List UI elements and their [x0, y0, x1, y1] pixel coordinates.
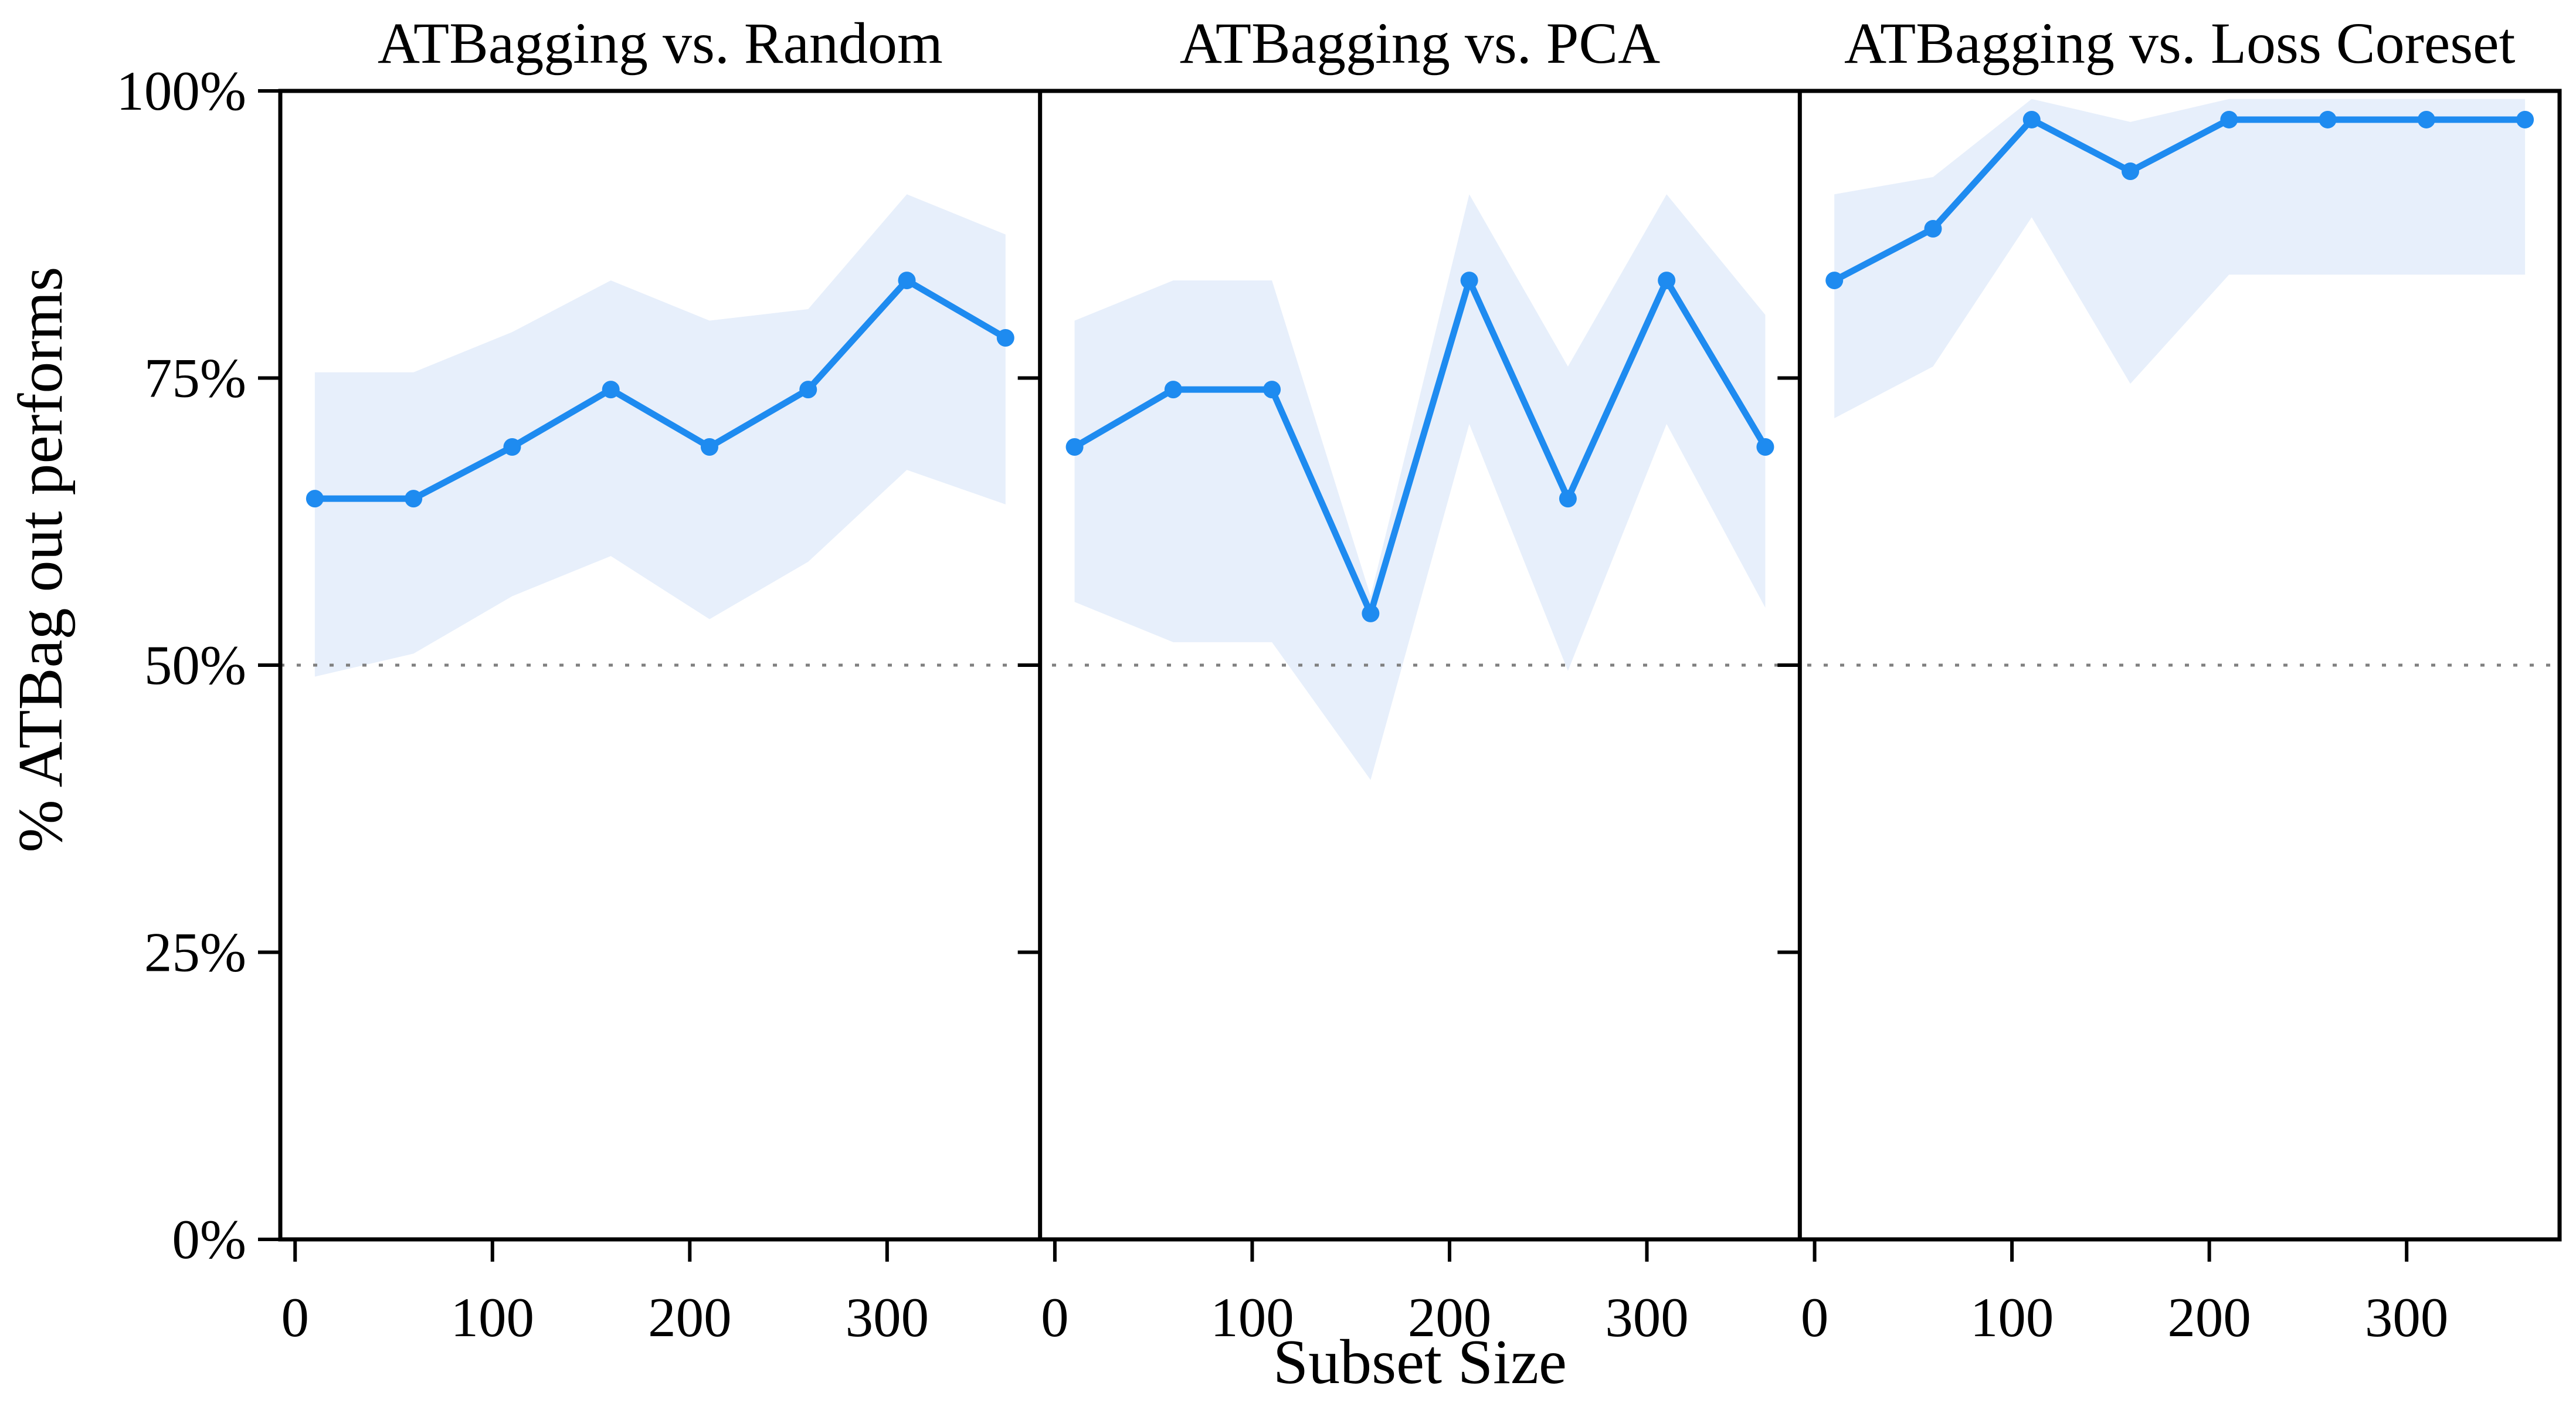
- y-tick-label: 100%: [116, 60, 246, 122]
- x-tick-label: 0: [1801, 1286, 1829, 1348]
- data-point-marker: [2220, 110, 2238, 128]
- data-point-marker: [1065, 438, 1084, 456]
- x-tick-label: 100: [1210, 1286, 1294, 1348]
- y-tick-label: 0%: [172, 1208, 246, 1270]
- data-point-marker: [602, 381, 620, 399]
- y-tick-label: 75%: [144, 347, 246, 409]
- data-point-marker: [2122, 162, 2140, 181]
- confidence-band: [314, 194, 1006, 677]
- x-tick-label: 0: [1041, 1286, 1069, 1348]
- x-tick-label: 200: [1408, 1286, 1492, 1348]
- x-axis-label: Subset Size: [1273, 1327, 1567, 1397]
- trend-line: [311, 277, 1009, 502]
- data-point-marker: [1559, 490, 1577, 508]
- confidence-band: [1834, 99, 2526, 419]
- data-point-marker: [1924, 219, 1942, 238]
- data-point-marker: [2022, 110, 2041, 128]
- x-tick-label: 100: [451, 1286, 535, 1348]
- data-point-marker: [2319, 110, 2337, 128]
- data-point-marker: [1756, 438, 1774, 456]
- data-point-marker: [2417, 110, 2435, 128]
- panel-title: ATBagging vs. Random: [378, 11, 943, 76]
- data-point-marker: [405, 490, 423, 508]
- y-axis-label: % ATBag out performs: [6, 267, 76, 853]
- x-tick-label: 300: [2365, 1286, 2449, 1348]
- x-tick-label: 100: [1970, 1286, 2054, 1348]
- trend-line: [1831, 116, 2529, 284]
- x-tick-label: 200: [2167, 1286, 2251, 1348]
- data-point-marker: [1362, 604, 1380, 622]
- data-point-marker: [799, 381, 817, 399]
- y-tick-label: 25%: [144, 921, 246, 984]
- panel-title: ATBagging vs. PCA: [1180, 11, 1661, 76]
- data-point-marker: [503, 438, 521, 456]
- trend-line: [1071, 277, 1769, 617]
- y-tick-label: 50%: [144, 634, 246, 696]
- data-point-marker: [1164, 381, 1182, 399]
- x-tick-label: 300: [846, 1286, 929, 1348]
- panel-title: ATBagging vs. Loss Coreset: [1844, 11, 2516, 76]
- x-tick-label: 300: [1605, 1286, 1689, 1348]
- data-point-marker: [1460, 272, 1478, 290]
- data-point-marker: [996, 328, 1014, 347]
- confidence-band: [1074, 194, 1766, 780]
- data-point-marker: [1658, 272, 1676, 290]
- x-tick-label: 0: [281, 1286, 309, 1348]
- data-point-marker: [1825, 272, 1844, 290]
- data-point-marker: [898, 272, 916, 290]
- data-point-marker: [306, 490, 324, 508]
- data-point-marker: [1263, 381, 1281, 399]
- data-point-marker: [700, 438, 718, 456]
- data-point-marker: [2516, 110, 2534, 128]
- x-tick-label: 200: [648, 1286, 732, 1348]
